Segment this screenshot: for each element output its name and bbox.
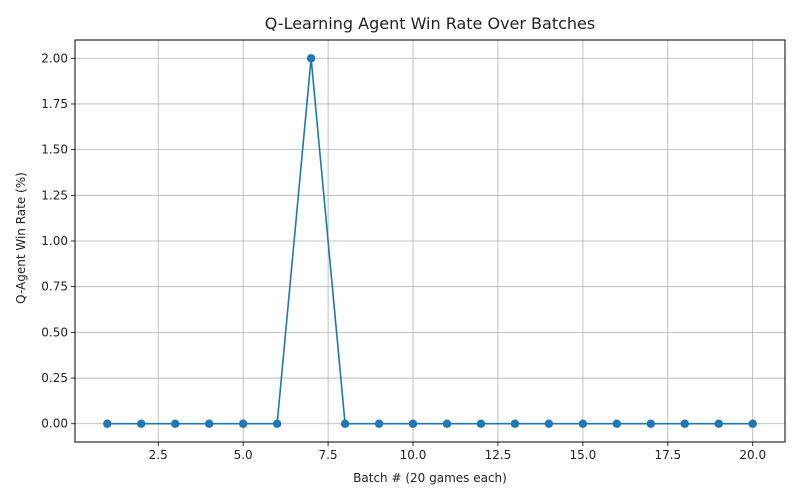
data-point (238, 419, 248, 428)
y-tick-label: 0.25 (41, 371, 68, 385)
data-point (442, 419, 452, 428)
y-tick-label: 1.00 (41, 234, 68, 248)
y-tick-label: 0.00 (41, 417, 68, 431)
data-point (374, 419, 384, 428)
y-tick-label: 1.75 (41, 97, 68, 111)
data-point (578, 419, 588, 428)
x-tick-label: 17.5 (654, 448, 681, 462)
x-tick-label: 10.0 (400, 448, 427, 462)
data-point (510, 419, 520, 428)
grid-layer (75, 40, 785, 442)
data-point (137, 419, 146, 428)
tick-layer: 2.5 5.0 7.5 10.0 12.5 15.0 17.5 20.0 0.00 0.25 0.5… (41, 51, 766, 462)
x-tick-label: 15.0 (570, 448, 597, 462)
x-tick-label: 2.5 (149, 448, 168, 462)
y-tick-label: 0.50 (41, 325, 68, 339)
data-point (612, 419, 622, 428)
series-line (107, 58, 753, 425)
data-point (103, 419, 112, 428)
series-layer (103, 54, 757, 428)
y-tick-label: 2.00 (41, 51, 68, 65)
chart-title: Q-Learning Agent Win Rate Over Batches (265, 14, 595, 33)
x-tick-label: 12.5 (485, 448, 512, 462)
x-axis-label: Batch # (20 games each) (353, 471, 507, 485)
data-point (204, 419, 214, 428)
y-tick-label: 1.25 (41, 188, 68, 202)
y-axis-label: Q-Agent Win Rate (%) (14, 172, 28, 304)
data-point (408, 419, 418, 428)
data-point (646, 419, 656, 428)
data-point (680, 419, 689, 428)
data-point (340, 419, 350, 428)
y-tick-label: 0.75 (41, 280, 68, 294)
data-point (476, 419, 486, 428)
data-point (306, 54, 316, 63)
data-point (272, 419, 282, 428)
data-point (171, 419, 180, 428)
x-tick-label: 7.5 (319, 448, 338, 462)
data-point (748, 419, 757, 428)
y-tick-label: 1.50 (41, 143, 68, 157)
x-tick-label: 20.0 (739, 448, 766, 462)
data-point (714, 419, 723, 428)
x-tick-label: 5.0 (234, 448, 253, 462)
data-point (544, 419, 554, 428)
